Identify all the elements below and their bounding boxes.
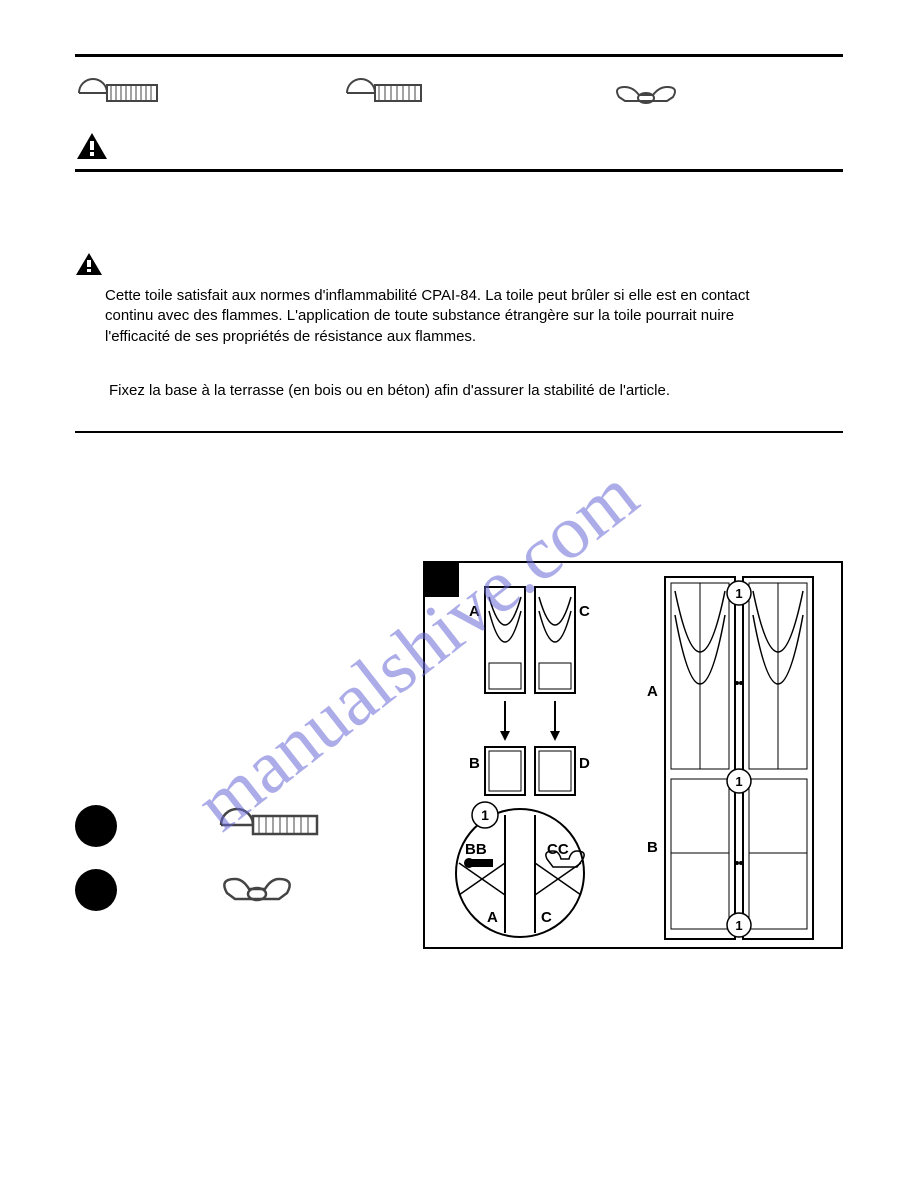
cpai-warning-text: Cette toile satisfait aux normes d'infla…	[75, 286, 843, 347]
warning-triangle-icon	[75, 131, 109, 165]
legend-bullet	[75, 805, 117, 847]
legend-row	[75, 801, 403, 851]
wingnut-icon	[611, 73, 681, 117]
wingnut-icon	[217, 865, 297, 915]
bolt-icon	[75, 73, 163, 117]
label-B: B	[469, 755, 480, 772]
svg-text:1: 1	[481, 807, 489, 823]
label-A: A	[469, 603, 480, 620]
svg-text:1: 1	[735, 918, 742, 933]
label-B: B	[647, 839, 658, 856]
legend-bullet	[75, 869, 117, 911]
legend-row	[75, 865, 403, 915]
hardware-legend	[75, 801, 403, 915]
hardware-row	[75, 67, 843, 125]
warning-line: Cette toile satisfait aux normes d'infla…	[105, 286, 843, 306]
label-D: D	[579, 755, 590, 772]
warning-line: continu avec des flammes. L'application …	[105, 306, 843, 326]
base-fix-text: Fixez la base à la terrasse (en bois ou …	[75, 381, 843, 401]
divider	[75, 169, 843, 172]
svg-text:1: 1	[735, 774, 742, 789]
bolt-icon	[217, 801, 327, 851]
label-CC: CC	[547, 841, 569, 858]
top-divider	[75, 54, 843, 57]
warning-line: l'efficacité de ses propriétés de résist…	[105, 327, 843, 347]
assembly-diagram: 1 1	[423, 561, 843, 949]
warning-icon-row	[75, 131, 843, 165]
warning-triangle-icon	[75, 252, 103, 280]
svg-text:1: 1	[735, 586, 742, 601]
label-C: C	[579, 603, 590, 620]
warning-icon-row	[75, 252, 843, 280]
label-A: A	[647, 683, 658, 700]
label-A: A	[487, 909, 498, 926]
bolt-icon	[343, 73, 431, 117]
label-C: C	[541, 909, 552, 926]
divider	[75, 431, 843, 433]
label-BB: BB	[465, 841, 487, 858]
warning-line: Fixez la base à la terrasse (en bois ou …	[109, 381, 843, 401]
